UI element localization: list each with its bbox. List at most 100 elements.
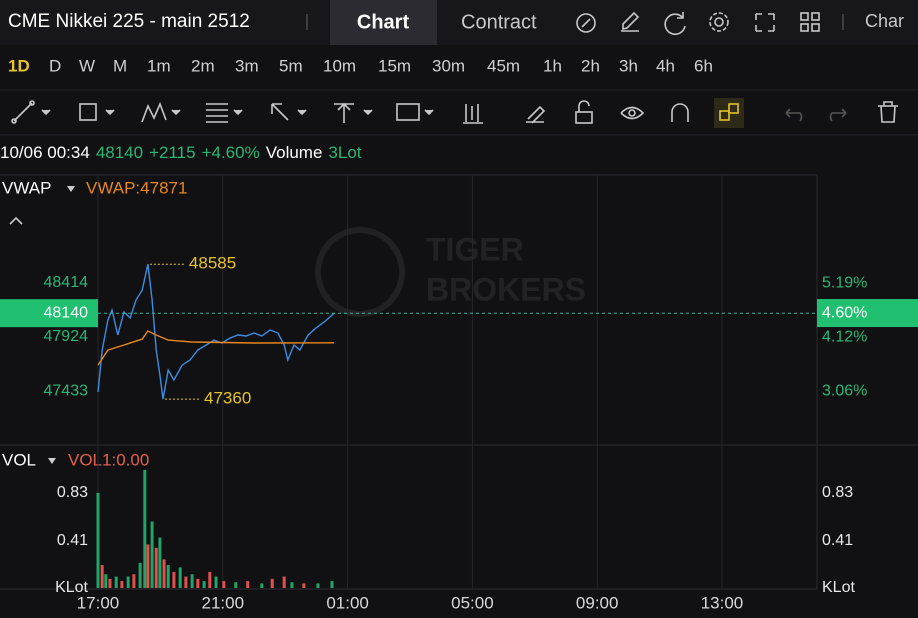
timeframe[interactable]: 2h: [581, 56, 600, 75]
volume-bar: [108, 578, 112, 588]
y2-tick-label: 4.12%: [822, 329, 867, 346]
timeframe[interactable]: 4h: [656, 56, 675, 75]
timeframe[interactable]: 1D: [8, 56, 30, 75]
volume-bar: [172, 571, 176, 588]
watermark: TIGER BROKERS: [315, 227, 586, 317]
volume-bar: [202, 581, 206, 588]
volume-bar: [154, 547, 158, 588]
volume-bar: [132, 574, 136, 588]
quote-time: 10/06 00:34: [0, 143, 90, 162]
active-tab[interactable]: [330, 0, 437, 45]
volume-bar: [162, 559, 166, 588]
timeframe[interactable]: 10m: [323, 56, 356, 75]
y-tick-label: 47924: [44, 328, 89, 345]
volume-bar: [316, 583, 320, 588]
dropdown-icon[interactable]: [67, 186, 75, 192]
volume-bar: [302, 583, 306, 588]
tab-chart-cut[interactable]: Char: [865, 11, 904, 31]
volume-bar: [208, 571, 212, 588]
volume-bar: [143, 469, 147, 588]
current-price-tag: [0, 299, 98, 328]
quote-price: 48140: [96, 143, 143, 162]
vol-indicator-name[interactable]: VOL: [2, 450, 36, 469]
extreme-label: 47360: [204, 389, 251, 408]
watermark-text: TIGER: [426, 231, 524, 267]
quote-change: +2115: [149, 143, 195, 162]
timeframe[interactable]: 3m: [235, 56, 259, 75]
volume-bar: [166, 565, 170, 588]
vol-tick-label: 0.41: [57, 532, 88, 549]
timeframe[interactable]: 15m: [378, 56, 411, 75]
vol-tick-label-right: 0.41: [822, 532, 853, 549]
volume-bar: [246, 581, 250, 588]
timeframe[interactable]: 1m: [147, 56, 171, 75]
current-pct-tag-label: 4.60%: [822, 304, 867, 321]
volume-bar: [158, 537, 162, 588]
volume-label: Volume: [266, 143, 323, 162]
timeframe[interactable]: 30m: [432, 56, 465, 75]
y-tick-label: 48414: [44, 274, 89, 291]
volume-bar: [290, 582, 294, 588]
current-pct-tag: [817, 299, 918, 328]
tab-contract[interactable]: Contract: [461, 11, 537, 33]
collapse-icon[interactable]: [9, 216, 23, 225]
timeframe[interactable]: W: [79, 56, 95, 75]
line-price: [97, 264, 335, 400]
volume-bar: [184, 576, 188, 588]
quote-change-pct: +4.60%: [202, 143, 260, 162]
timeframe[interactable]: 45m: [487, 56, 520, 75]
x-tick-label: 05:00: [451, 593, 494, 612]
indicator-name[interactable]: VWAP: [2, 178, 51, 197]
header-icons[interactable]: [576, 11, 820, 35]
x-tick-label: 09:00: [576, 593, 619, 612]
timeframe[interactable]: M: [113, 56, 127, 75]
volume-bar: [146, 544, 150, 588]
y2-tick-label: 5.19%: [822, 274, 867, 291]
watermark-text: BROKERS: [426, 271, 586, 307]
volume-bar: [178, 567, 182, 588]
volume-bar: [114, 576, 118, 588]
volume-bar: [234, 582, 238, 588]
tab-chart[interactable]: Chart: [357, 11, 410, 33]
volume-bar: [96, 492, 100, 588]
timeframe[interactable]: 1h: [543, 56, 562, 75]
volume-bar: [150, 521, 154, 588]
quote-line: 10/06 00:34 48140 +2115 +4.60% Volume 3Lot: [0, 143, 362, 162]
volume-bar: [126, 576, 130, 588]
volume-bar: [100, 565, 104, 588]
volume-bar: [330, 581, 334, 588]
x-tick-label: 17:00: [77, 593, 120, 612]
dropdown-icon[interactable]: [48, 458, 56, 464]
volume-bar: [120, 581, 124, 588]
timeframe[interactable]: 3h: [619, 56, 638, 75]
indicator-value: VWAP:47871: [86, 178, 187, 197]
drawing-tools[interactable]: [11, 98, 898, 128]
volume-bar: [138, 562, 142, 588]
y-tick-label: 47433: [44, 382, 89, 399]
volume-bar: [214, 576, 218, 588]
current-price-tag-label: 48140: [44, 304, 89, 321]
extreme-label: 48585: [189, 254, 236, 273]
timeframe[interactable]: 5m: [279, 56, 303, 75]
volume-bar: [260, 583, 264, 588]
vol-tick-label-right: KLot: [822, 579, 855, 596]
header-bar: [0, 0, 918, 45]
volume-bar: [196, 578, 200, 588]
volume-bar: [104, 574, 108, 588]
x-tick-label: 13:00: [701, 593, 744, 612]
header-title: CME Nikkei 225 - main 2512: [8, 11, 250, 32]
timeframe[interactable]: 2m: [191, 56, 215, 75]
x-tick-label: 01:00: [326, 593, 369, 612]
vol-tick-label: KLot: [55, 579, 88, 596]
volume-bar: [222, 581, 226, 588]
timeframe[interactable]: D: [49, 56, 61, 75]
volume-value: 3Lot: [328, 143, 361, 162]
timeframe[interactable]: 6h: [694, 56, 713, 75]
x-tick-label: 21:00: [202, 593, 245, 612]
vol-indicator-value: VOL1:0.00: [68, 450, 149, 469]
line-vwap: [97, 330, 335, 366]
vol-tick-label: 0.83: [57, 484, 88, 501]
vol-tick-label-right: 0.83: [822, 484, 853, 501]
volume-bar: [270, 578, 274, 588]
